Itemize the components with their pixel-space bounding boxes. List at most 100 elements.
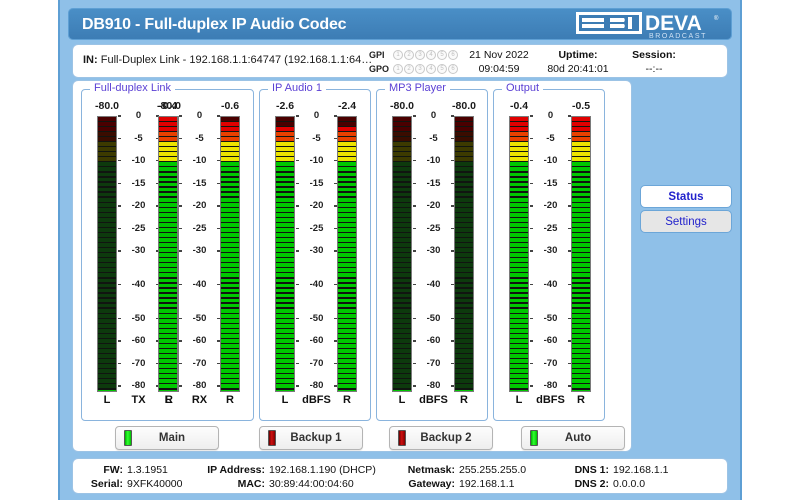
serial-value: 9XFK40000 (127, 478, 183, 490)
uptime-label: Uptime: (558, 49, 598, 61)
meter-scale-tick: -20 (530, 201, 571, 211)
source-select-row: Main Backup 1 Backup 2 Auto (81, 426, 625, 450)
nav-button-status[interactable]: Status (640, 185, 732, 208)
channel-label-right: R (343, 394, 351, 406)
meter-scale-tick: -70 (530, 358, 571, 369)
meter-scale-tick: -15 (296, 178, 337, 189)
gpo-led-1: 1 (393, 64, 403, 74)
meter-scale-tick: -70 (118, 358, 159, 369)
source-led (398, 430, 406, 446)
serial-field: Serial: 9XFK40000 (81, 478, 197, 490)
meter-scale-tick: -20 (413, 201, 454, 211)
svg-text:DEVA: DEVA (645, 12, 702, 35)
meter-scale-tick: -30 (296, 246, 337, 256)
meter-scale: 0 -5 -10 -15 -20 -25 -30 -40 -50 -60 -70 -80 (530, 111, 571, 392)
gateway-field: Gateway: 192.168.1.1 (397, 478, 567, 490)
channel-label-left: L (515, 394, 523, 406)
meter-bar-left (275, 116, 295, 392)
ip-address-field: IP Address: 192.168.1.190 (DHCP) (197, 464, 397, 476)
deva-broadcast-logo: DEVA ® BROADCAST (576, 12, 719, 40)
meter-scale-tick: 0 (179, 111, 220, 121)
meter-scale-tick: 0 (118, 111, 159, 121)
source-label: Backup 1 (290, 432, 342, 444)
source-button-backup-2[interactable]: Backup 2 (389, 426, 493, 450)
meter-scale-tick: -10 (118, 155, 159, 166)
meter-scale-tick: -50 (296, 313, 337, 324)
dns2-field: DNS 2: 0.0.0.0 (567, 478, 717, 490)
source-led (124, 430, 132, 446)
svg-text:BROADCAST: BROADCAST (649, 33, 707, 40)
session-value: --:-- (645, 63, 663, 75)
source-button-backup-1[interactable]: Backup 1 (259, 426, 363, 450)
meter-scale-tick: -50 (118, 313, 159, 324)
netmask-field: Netmask: 255.255.255.0 (397, 464, 567, 476)
dns2-label: DNS 2: (574, 478, 609, 490)
mac-field: MAC: 30:89:44:00:04:60 (197, 478, 397, 490)
group-ip-audio-1: IP Audio 1 -2.6 -2.4 0 -5 -10 -15 -20 -25 -30 -40… (259, 82, 372, 421)
dns1-value: 192.168.1.1 (613, 464, 669, 476)
group-mp3-player: MP3 Player -80.0 -80.0 0 -5 -10 -15 -20 -25 -30-… (376, 82, 489, 421)
channel-label-right: R (226, 394, 234, 406)
source-led (530, 430, 538, 446)
meter-scale-tick: -50 (179, 313, 220, 324)
group-legend: MP3 Player (385, 82, 450, 94)
gateway-value: 192.168.1.1 (459, 478, 515, 490)
channel-label-right: R (165, 394, 173, 406)
meter-values: -80.0 -80.0 (377, 100, 489, 114)
meter-scale-tick: -40 (413, 279, 454, 290)
device-info-table: FW: 1.3.1951 IP Address: 192.168.1.190 (… (81, 463, 721, 491)
meter-pair-ip-audio-1: -2.6 -2.4 0 -5 -10 -15 -20 -25 -30 -40 -50 -60 -70 -8… (260, 100, 372, 410)
meter-values: -0.4 -0.6 (143, 100, 255, 114)
serial-label: Serial: (90, 478, 123, 490)
channel-label-left: L (281, 394, 289, 406)
source-button-main[interactable]: Main (115, 426, 219, 450)
meter-values: -0.4 -0.5 (494, 100, 606, 114)
meter-scale-tick: -50 (413, 313, 454, 324)
meter-scale: 0 -5 -10 -15 -20 -25 -30 -40 -50 -60 -70 -80 (296, 111, 337, 392)
meter-scale: 0 -5 -10 -15 -20 -25 -30 -40 -50 -60 -70 -80 (179, 111, 220, 392)
date-value: 21 Nov 2022 (469, 49, 529, 61)
meter-bar-right (454, 116, 474, 392)
meter-scale-tick: -30 (413, 246, 454, 256)
meter-value-left: -80.0 (390, 100, 414, 112)
meter-value-left: -80.0 (95, 100, 119, 112)
netmask-value: 255.255.255.0 (459, 464, 527, 476)
uptime-value: 80d 20:41:01 (547, 63, 609, 75)
meter-bar-right (220, 116, 240, 392)
meter-value-right: -0.5 (571, 100, 591, 112)
meter-scale-tick: 0 (413, 111, 454, 121)
meter-value-right: -80.0 (452, 100, 476, 112)
meter-scale-tick: -40 (179, 279, 220, 290)
input-source-value: Full-Duplex Link - 192.168.1.1:64747 (19… (100, 54, 373, 66)
meter-scale-tick: -50 (530, 313, 571, 324)
meter-scale-tick: -5 (530, 133, 571, 144)
meter-scale-tick: -80 (179, 381, 220, 391)
meter-scale-tick: -60 (413, 336, 454, 346)
device-info-row-2: Serial: 9XFK40000 MAC: 30:89:44:00:04:60… (81, 477, 721, 491)
meter-scale-tick: -5 (118, 133, 159, 144)
meter-value-right: -80.0 (157, 100, 181, 112)
meter-scale-tick: -40 (530, 279, 571, 290)
nav-button-settings[interactable]: Settings (640, 210, 732, 233)
channel-label-left: L (164, 394, 172, 406)
source-label: Backup 2 (420, 432, 472, 444)
gpi-led-1: 1 (393, 50, 403, 60)
gpio-indicators: GPI 1 2 3 4 5 6 GPO 1 2 3 4 5 6 (369, 48, 459, 76)
meter-scale-tick: -25 (296, 223, 337, 234)
source-button-auto[interactable]: Auto (521, 426, 625, 450)
meter-scale-tick: -60 (530, 336, 571, 346)
input-source-line: IN: Full-Duplex Link - 192.168.1.1:64747… (83, 54, 372, 66)
meter-scale-tick: -25 (179, 223, 220, 234)
meter-unit-label: RX (191, 394, 208, 406)
datetime-top-row: 21 Nov 2022 Uptime: Session: (463, 48, 719, 62)
channel-label-left: L (103, 394, 111, 406)
meter-pair-mp3-player: -80.0 -80.0 0 -5 -10 -15 -20 -25 -30 -40 -50 -60 -70… (377, 100, 489, 410)
meter-bar-right (337, 116, 357, 392)
group-legend: Output (502, 82, 544, 94)
meter-scale-tick: -20 (179, 201, 220, 211)
meter-unit-label: TX (131, 394, 146, 406)
meter-scale-tick: -70 (296, 358, 337, 369)
